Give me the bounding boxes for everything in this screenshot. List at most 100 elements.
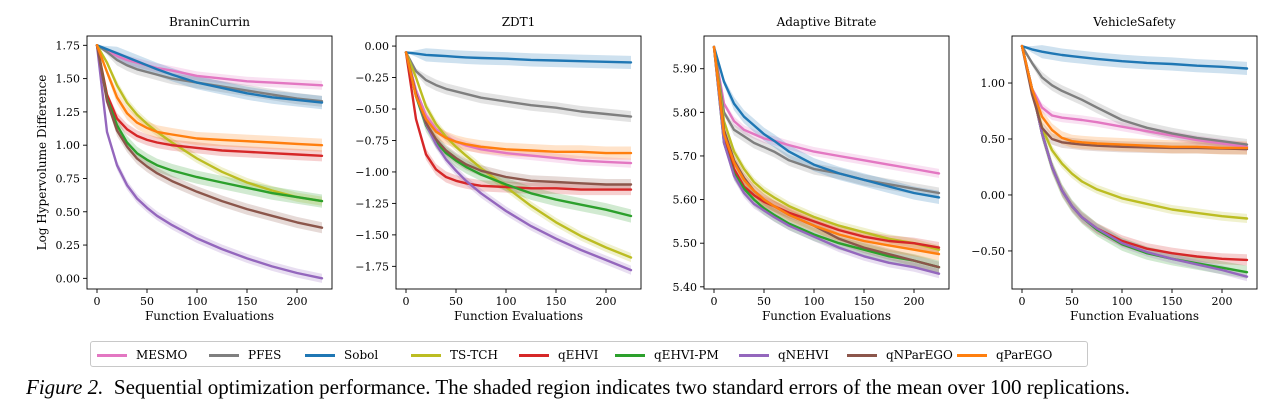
y-tick-label: 0.75 xyxy=(56,172,81,185)
series-line-qparego xyxy=(712,45,941,256)
legend-item-sobol: Sobol xyxy=(305,347,378,363)
error-band-qparego xyxy=(406,52,631,160)
y-tick-label: 1.25 xyxy=(56,106,81,119)
series-line-qehvi xyxy=(404,51,633,191)
x-tick-label: 150 xyxy=(1162,295,1183,308)
series-line-ts-tch xyxy=(404,51,633,259)
legend-label: qEHVI xyxy=(558,348,599,362)
chart-panel-zdt1: ZDT1 0 50 100 150 200 0.00 −0.25 −0.50 −0.75 −1.00… xyxy=(355,15,642,323)
legend-label: PFES xyxy=(248,348,282,362)
y-tick-label: 5.80 xyxy=(673,106,698,119)
y-tick-label: 5.40 xyxy=(673,281,698,294)
legend-item-qehvi-pm: qEHVI-PM xyxy=(615,347,719,363)
y-tick-label: 1.00 xyxy=(981,77,1006,90)
x-tick-label: 200 xyxy=(1212,295,1233,308)
legend-swatch xyxy=(209,353,239,357)
legend-label: qParEGO xyxy=(996,348,1053,362)
x-tick-label: 200 xyxy=(904,295,925,308)
y-tick-label: 0.00 xyxy=(365,40,390,53)
series-line-qehvi xyxy=(95,44,324,158)
series-line-mesmo xyxy=(1020,44,1249,149)
x-tick-label: 150 xyxy=(546,295,567,308)
legend-item-pfes: PFES xyxy=(209,347,281,363)
chart-title: VehicleSafety xyxy=(1092,15,1176,29)
series-line-qnehvi xyxy=(712,45,941,275)
series-line-ts-tch xyxy=(1020,44,1249,220)
series-line-qparego xyxy=(1020,44,1249,150)
series-line-sobol xyxy=(404,51,633,64)
legend-label: qEHVI-PM xyxy=(654,348,719,362)
series-line-mesmo xyxy=(712,45,941,175)
error-band-qehvi xyxy=(714,46,939,254)
y-tick-label: 0.50 xyxy=(56,206,81,219)
x-tick-label: 200 xyxy=(287,295,308,308)
error-band-qehvi-pm xyxy=(97,45,322,208)
chart-title: ZDT1 xyxy=(502,15,536,29)
error-band-mesmo xyxy=(97,45,322,90)
legend-item-mesmo: MESMO xyxy=(97,347,187,363)
series-line-qehvi-pm xyxy=(95,44,324,203)
legend-swatch xyxy=(957,353,987,357)
error-band-mesmo xyxy=(714,46,939,179)
series-line-qnehvi xyxy=(95,44,324,280)
caption-text: Sequential optimization performance. The… xyxy=(113,375,1130,399)
legend-label: qNParEGO xyxy=(886,348,953,362)
x-tick-label: 0 xyxy=(711,295,718,308)
x-tick-label: 200 xyxy=(596,295,617,308)
series-line-pfes xyxy=(95,44,324,103)
series-line-mesmo xyxy=(95,44,324,87)
series-line-ts-tch xyxy=(95,44,324,203)
legend-swatch xyxy=(305,353,335,357)
legend-item-qparego: qParEGO xyxy=(957,347,1052,363)
x-tick-label: 150 xyxy=(237,295,258,308)
y-tick-label: 0.00 xyxy=(56,272,81,285)
series-line-qnparego xyxy=(404,51,633,186)
x-tick-label: 0 xyxy=(1019,295,1026,308)
y-tick-label: 0.50 xyxy=(981,133,1006,146)
plot-frame xyxy=(703,35,950,290)
series-line-sobol xyxy=(95,44,324,104)
series-line-pfes xyxy=(1020,44,1249,146)
x-tick-label: 150 xyxy=(854,295,875,308)
series-line-pfes xyxy=(712,45,941,195)
x-tick-label: 50 xyxy=(757,295,771,308)
y-tick-label: −1.25 xyxy=(355,197,389,210)
series-line-pfes xyxy=(404,51,633,118)
plot-frame xyxy=(395,35,642,290)
legend-label: TS-TCH xyxy=(450,348,498,362)
legend-item-qnparego: qNParEGO xyxy=(847,347,953,363)
x-axis-label: Function Evaluations xyxy=(1070,309,1199,323)
y-tick-label: 1.50 xyxy=(56,73,81,86)
x-tick-label: 50 xyxy=(1065,295,1079,308)
plot-frame xyxy=(1011,35,1258,290)
legend-swatch xyxy=(411,353,441,357)
legend-swatch xyxy=(615,353,645,357)
series-line-qnparego xyxy=(95,44,324,229)
y-tick-label: −1.00 xyxy=(355,166,389,179)
y-tick-label: 0.00 xyxy=(981,189,1006,202)
series-line-ts-tch xyxy=(712,45,941,251)
y-tick-label: 5.90 xyxy=(673,63,698,76)
y-tick-label: 5.60 xyxy=(673,194,698,207)
x-axis-label: Function Evaluations xyxy=(145,309,274,323)
caption-label: Figure 2. xyxy=(26,375,104,399)
y-tick-label: 1.00 xyxy=(56,139,81,152)
x-tick-label: 0 xyxy=(94,295,101,308)
series-line-mesmo xyxy=(404,51,633,165)
y-tick-label: −1.75 xyxy=(355,260,389,273)
series-line-sobol xyxy=(1020,44,1249,70)
chart-panel-vehiclesafety: VehicleSafety 0 50 100 150 200 −0.50 0.00 0.50 1.… xyxy=(971,15,1258,323)
figure-caption: Figure 2. Sequential optimization perfor… xyxy=(26,375,1266,400)
x-tick-label: 100 xyxy=(496,295,517,308)
plot-frame xyxy=(86,35,333,290)
error-band-qparego xyxy=(714,46,939,261)
error-band-qehvi xyxy=(1022,46,1247,266)
chart-title: Adaptive Bitrate xyxy=(776,15,877,29)
legend-label: qNEHVI xyxy=(778,348,829,362)
y-tick-label: −0.25 xyxy=(355,72,389,85)
x-axis-label: Function Evaluations xyxy=(762,309,891,323)
charts-area: BraninCurrin 0 50 100 150 200 0.00 0.25 0.50 0.75… xyxy=(35,15,1258,323)
y-tick-label: 1.75 xyxy=(56,39,81,52)
y-tick-label: −0.75 xyxy=(355,134,389,147)
x-tick-label: 100 xyxy=(187,295,208,308)
